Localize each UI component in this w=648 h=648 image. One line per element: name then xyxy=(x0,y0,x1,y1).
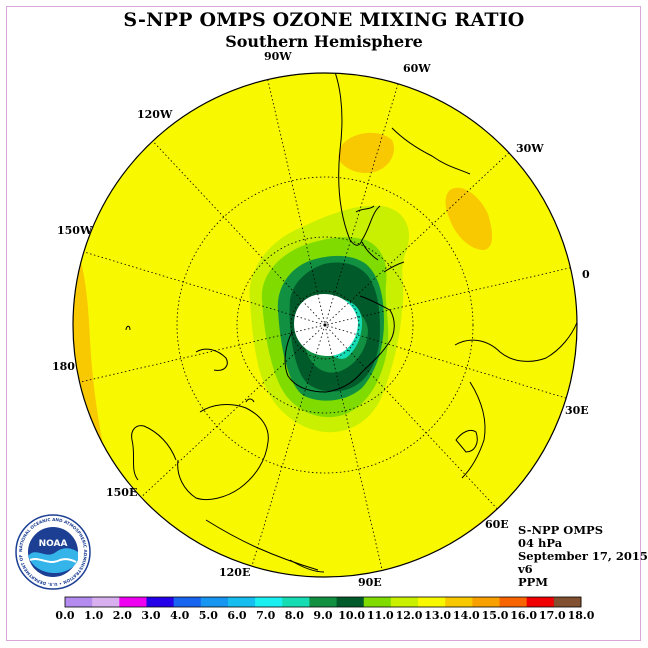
colorbar: 0.0 1.0 2.0 3.0 4.0 5.0 6.0 7.0 8.0 9.0 10.0 11.0 12… xyxy=(55,596,595,622)
colorbar-border xyxy=(64,596,582,608)
pole-marker xyxy=(323,323,327,327)
info-date: September 17, 2015 xyxy=(518,549,648,563)
colorbar-swatch xyxy=(173,597,202,607)
colorbar-swatch xyxy=(363,597,392,607)
map-border xyxy=(72,72,578,578)
colorbar-label: 0.0 xyxy=(55,609,74,622)
colorbar-swatch xyxy=(282,597,310,607)
colorbar-label: 17.0 xyxy=(539,609,566,622)
colorbar-swatch xyxy=(65,597,93,607)
contour-13-14-patch xyxy=(73,240,104,450)
logo-noaa-text: NOAA xyxy=(39,539,68,549)
colorbar-swatch xyxy=(418,597,446,607)
colorbar-label: 8.0 xyxy=(285,609,304,622)
colorbar-swatch xyxy=(553,597,582,607)
colorbar-label: 10.0 xyxy=(338,609,365,622)
colorbar-swatch xyxy=(445,597,473,607)
lon-label-60w: 60W xyxy=(403,62,431,75)
latitude-circle xyxy=(236,236,414,414)
colorbar-swatch xyxy=(472,597,501,607)
lon-label-150e: 150E xyxy=(106,486,137,499)
lon-label-90w: 90W xyxy=(264,50,292,63)
colorbar-label: 1.0 xyxy=(84,609,103,622)
colorbar-swatch xyxy=(526,597,555,607)
colorbar-label: 11.0 xyxy=(367,609,394,622)
colorbar-swatch xyxy=(119,597,147,607)
colorbar-label: 18.0 xyxy=(568,609,595,622)
colorbar-label: 9.0 xyxy=(313,609,332,622)
colorbar-label: 16.0 xyxy=(510,609,537,622)
info-version: v6 xyxy=(518,562,533,576)
colorbar-label: 4.0 xyxy=(170,609,189,622)
meridian-line xyxy=(267,79,383,571)
colorbar-label: 6.0 xyxy=(227,609,246,622)
figure-title: S-NPP OMPS OZONE MIXING RATIO xyxy=(123,9,525,31)
figure-frame xyxy=(6,6,641,641)
colorbar-label: 2.0 xyxy=(113,609,132,622)
lon-label-180: 180 xyxy=(52,360,75,373)
latitude-circle xyxy=(290,290,360,360)
lon-label-120e: 120E xyxy=(219,566,250,579)
lon-label-60e: 60E xyxy=(485,518,509,531)
contour-13-14-patch xyxy=(445,187,493,250)
colorbar-swatch xyxy=(390,597,419,607)
longitude-labels: 90W 60W 30W 0 30E 60E 90E 120E 150E 180 … xyxy=(52,50,590,589)
colorbar-swatch xyxy=(255,597,283,607)
colorbar-label: 7.0 xyxy=(256,609,275,622)
coastlines xyxy=(125,73,577,573)
latitude-circle xyxy=(176,176,474,474)
lon-label-150w: 150W xyxy=(57,224,93,237)
colorbar-swatch xyxy=(146,597,175,607)
lon-label-30e: 30E xyxy=(565,404,589,417)
colorbar-swatch xyxy=(92,597,120,607)
colorbar-label: 5.0 xyxy=(199,609,218,622)
colorbar-swatch xyxy=(499,597,528,607)
colorbar-swatch xyxy=(336,597,365,607)
colorbar-label: 12.0 xyxy=(396,609,423,622)
colorbar-label: 14.0 xyxy=(453,609,480,622)
colorbar-swatch xyxy=(227,597,256,607)
info-units: PPM xyxy=(518,575,549,589)
info-block: S-NPP OMPS 04 hPa September 17, 2015 v6 … xyxy=(518,524,648,589)
lon-label-90e: 90E xyxy=(358,576,382,589)
info-instrument: S-NPP OMPS xyxy=(518,523,604,537)
lon-label-30w: 30W xyxy=(516,142,544,155)
meridian-line xyxy=(83,251,567,399)
colorbar-label: 13.0 xyxy=(424,609,451,622)
figure-subtitle: Southern Hemisphere xyxy=(225,32,423,51)
colorbar-label: 15.0 xyxy=(482,609,509,622)
colorbar-swatch xyxy=(200,597,229,607)
lon-label-0: 0 xyxy=(582,268,590,281)
contour-13-14-patch xyxy=(338,132,394,174)
colorbar-label: 3.0 xyxy=(141,609,160,622)
lon-label-120w: 120W xyxy=(137,108,173,121)
info-level: 04 hPa xyxy=(518,536,563,550)
colorbar-swatch xyxy=(309,597,338,607)
